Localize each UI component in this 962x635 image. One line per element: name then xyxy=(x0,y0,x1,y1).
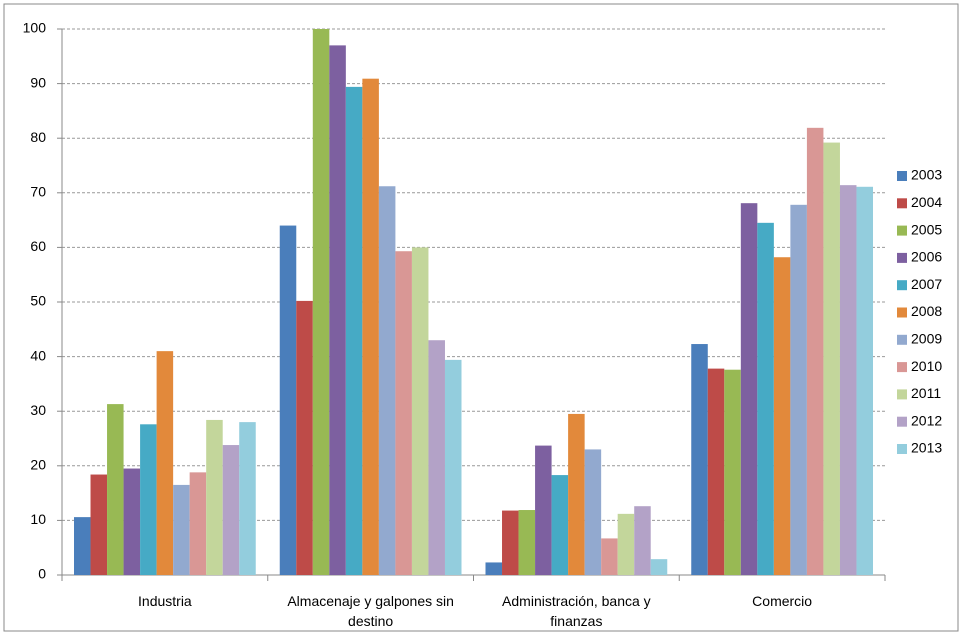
legend-swatch xyxy=(897,198,907,209)
legend-label: 2008 xyxy=(911,303,942,319)
bar xyxy=(140,424,157,575)
bar xyxy=(189,472,207,575)
bar xyxy=(617,513,635,575)
bar xyxy=(296,300,313,575)
legend-label: 2012 xyxy=(911,412,942,428)
y-tick-label: 50 xyxy=(30,293,46,309)
x-tick-label: Administración, banca y finanzas xyxy=(502,593,651,629)
bar xyxy=(345,86,363,575)
bar xyxy=(740,203,758,575)
legend-label: 2009 xyxy=(911,331,942,347)
legend-label: 2007 xyxy=(911,276,942,292)
y-tick-label: 30 xyxy=(30,402,46,418)
legend-label: 2011 xyxy=(911,385,941,401)
legend-label: 2005 xyxy=(911,221,942,237)
bar xyxy=(707,368,725,575)
bar xyxy=(518,510,536,575)
bar xyxy=(173,484,190,575)
bar xyxy=(206,419,223,575)
bar xyxy=(568,413,585,575)
legend-label: 2006 xyxy=(911,249,942,265)
bar xyxy=(362,78,379,575)
bar xyxy=(790,204,807,575)
legend-swatch xyxy=(897,334,907,345)
x-tick-label: Almacenaje y galpones sin destino xyxy=(287,593,454,629)
bar xyxy=(724,369,741,575)
bar xyxy=(378,186,396,576)
legend-swatch xyxy=(897,389,907,400)
bar xyxy=(650,559,668,575)
legend-label: 2013 xyxy=(911,440,942,456)
bar xyxy=(395,251,412,576)
x-tick-label: Industria xyxy=(138,593,192,609)
bar xyxy=(107,404,124,575)
x-tick-label: Comercio xyxy=(752,593,813,609)
bar xyxy=(757,222,774,575)
bar xyxy=(502,510,519,575)
bar xyxy=(411,247,429,575)
bar xyxy=(856,186,873,575)
y-tick-label: 70 xyxy=(30,184,46,200)
bar xyxy=(312,29,330,575)
y-tick-label: 0 xyxy=(38,566,46,582)
bar xyxy=(279,225,297,575)
legend-swatch xyxy=(897,225,907,236)
bar xyxy=(551,475,569,575)
bar xyxy=(485,562,503,575)
bar xyxy=(823,142,840,575)
bar xyxy=(329,45,346,575)
legend-swatch xyxy=(897,280,907,291)
bar xyxy=(90,474,108,575)
bar xyxy=(444,359,462,575)
y-tick-label: 10 xyxy=(30,511,46,527)
legend-swatch xyxy=(897,171,907,181)
legend-swatch xyxy=(897,307,907,318)
bar xyxy=(584,449,602,575)
bar xyxy=(806,127,824,576)
bar xyxy=(601,538,618,575)
bar xyxy=(239,422,256,575)
y-tick-label: 20 xyxy=(30,457,46,473)
legend-label: 2004 xyxy=(911,194,942,210)
y-tick-label: 40 xyxy=(30,347,46,363)
bar xyxy=(773,257,791,575)
y-tick-label: 60 xyxy=(30,238,46,254)
y-tick-label: 80 xyxy=(30,129,46,145)
bar xyxy=(839,185,857,575)
legend-swatch xyxy=(897,362,907,373)
bar xyxy=(74,517,91,575)
bar xyxy=(222,445,240,575)
bar xyxy=(535,445,552,575)
bar xyxy=(156,351,174,575)
bar xyxy=(691,344,708,575)
legend-label: 2003 xyxy=(911,167,942,183)
y-tick-label: 100 xyxy=(23,20,47,36)
legend-swatch xyxy=(897,252,907,263)
y-tick-label: 90 xyxy=(30,74,46,90)
legend-label: 2010 xyxy=(911,358,942,374)
bar xyxy=(634,506,651,575)
legend-swatch xyxy=(897,416,907,427)
bar xyxy=(123,468,141,575)
legend-swatch xyxy=(897,444,907,454)
bar xyxy=(428,340,445,575)
